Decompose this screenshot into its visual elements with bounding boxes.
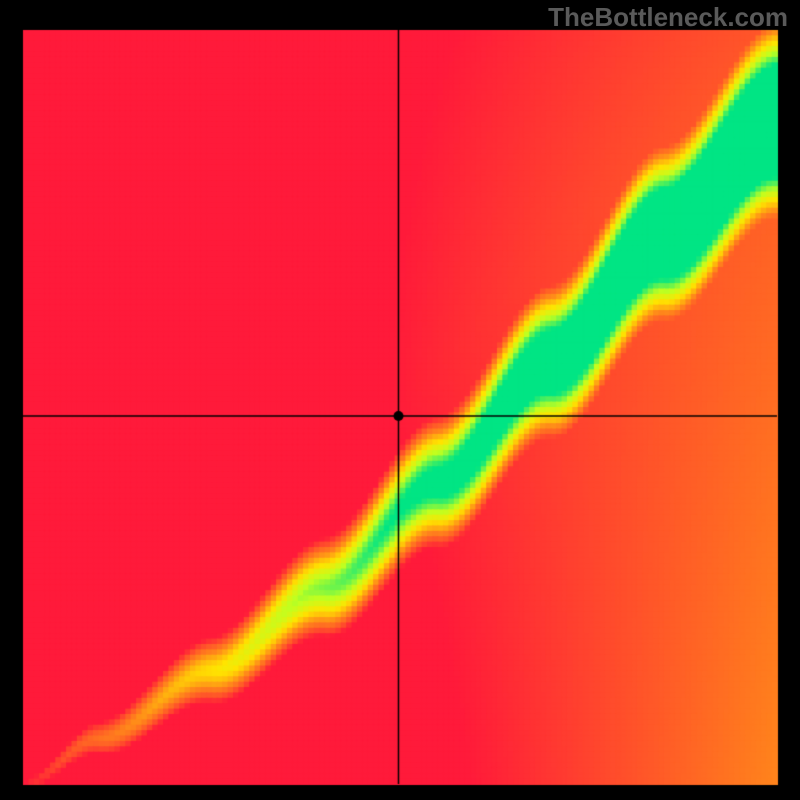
watermark-text: TheBottleneck.com <box>548 2 788 33</box>
bottleneck-heatmap-canvas <box>0 0 800 800</box>
chart-container: { "canvas": { "width": 800, "height": 80… <box>0 0 800 800</box>
